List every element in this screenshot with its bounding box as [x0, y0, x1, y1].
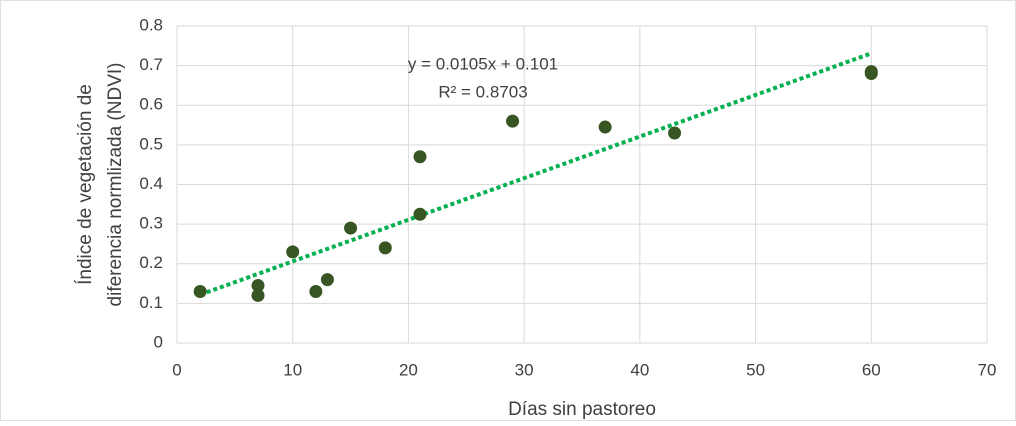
data-point	[320, 273, 334, 287]
y-tick-label: 0.5	[139, 134, 163, 153]
trendline-equation: R² = 0.8703	[438, 82, 527, 101]
y-tick-label: 0.4	[139, 174, 163, 193]
data-point	[286, 245, 300, 259]
y-tick-label: 0.8	[139, 15, 163, 34]
data-point	[413, 207, 427, 221]
data-point	[344, 221, 358, 235]
data-point	[668, 126, 682, 140]
y-tick-label: 0.2	[139, 253, 163, 272]
data-point	[413, 150, 427, 164]
x-tick-label: 70	[978, 360, 997, 379]
y-axis-title: diferencia normlizada (NDVI)	[105, 63, 126, 307]
x-tick-label: 20	[399, 360, 418, 379]
x-tick-label: 40	[630, 360, 649, 379]
data-point	[864, 67, 878, 81]
y-tick-label: 0.6	[139, 95, 163, 114]
x-tick-label: 60	[862, 360, 881, 379]
data-point	[598, 120, 612, 134]
x-axis-title: Días sin pastoreo	[508, 399, 656, 420]
data-point	[378, 241, 392, 255]
data-point	[193, 284, 207, 298]
data-point	[251, 279, 265, 293]
y-tick-label: 0	[154, 332, 163, 351]
y-tick-label: 0.1	[139, 293, 163, 312]
y-axis-title: Índice de vegetación de	[75, 84, 96, 285]
trendline-equation: y = 0.0105x + 0.101	[408, 54, 558, 73]
data-point	[309, 284, 323, 298]
x-tick-label: 10	[283, 360, 302, 379]
x-tick-label: 50	[746, 360, 765, 379]
y-tick-label: 0.3	[139, 214, 163, 233]
x-tick-label: 0	[172, 360, 181, 379]
data-point	[506, 114, 520, 128]
data-point	[251, 288, 265, 302]
x-tick-label: 30	[515, 360, 534, 379]
y-tick-label: 0.7	[139, 55, 163, 74]
